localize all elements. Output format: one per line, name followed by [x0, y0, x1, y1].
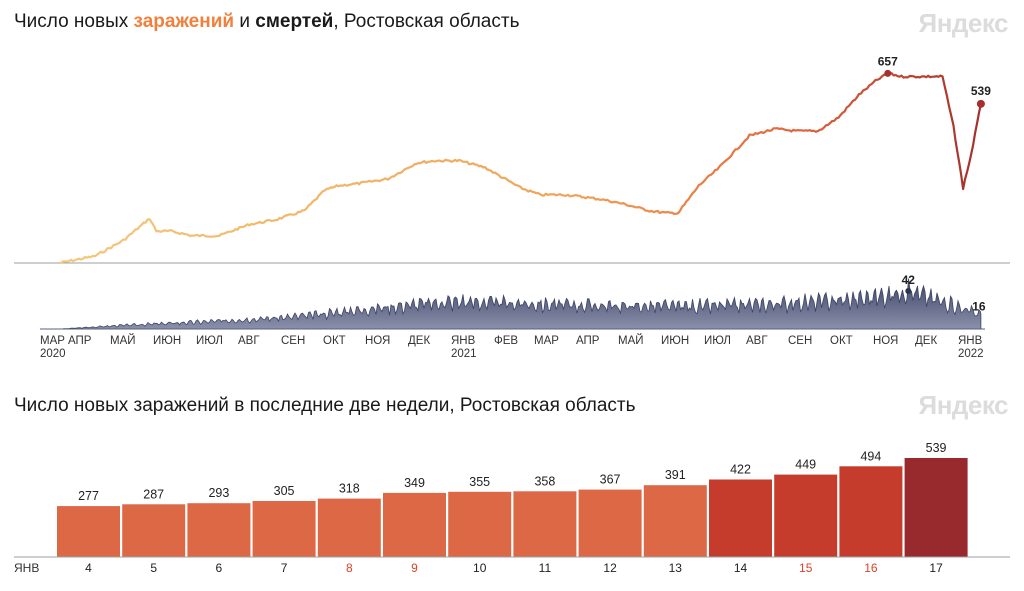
cases-deaths-chart: 657 539 42 16 МАР АПР МАЙ ИЮН ИЮЛ АВГ СЕН ОКТ НО…: [14, 54, 1010, 360]
cases-max-marker: [884, 69, 892, 77]
bar-tick-label: 7: [281, 561, 288, 575]
bar: [187, 503, 251, 557]
bar-value-label: 287: [143, 487, 164, 501]
deaths-area: [40, 278, 982, 330]
bar-x-ticks: 4 5 6 7 8 9 10 11 12 13 14 15 16 17: [85, 561, 943, 575]
bar-tick-label: 6: [216, 561, 223, 575]
bar-tick-label: 13: [669, 561, 683, 575]
x-tick-label: ИЮЛ: [196, 335, 223, 347]
deaths-last-label: 16: [972, 300, 986, 314]
bar-tick-label: 8: [346, 561, 353, 575]
chart1-title-prefix: Число новых: [14, 11, 134, 32]
x-tick-label: МАЙ: [618, 334, 644, 347]
bar: [513, 491, 577, 557]
x-year-label: 2022: [958, 348, 984, 360]
bar-value-label: 358: [534, 474, 555, 488]
bar-tick-label: 5: [150, 561, 157, 575]
deaths-max-label: 42: [902, 273, 916, 287]
bar: [122, 504, 186, 557]
bar-tick-label: 11: [539, 561, 552, 575]
bar: [448, 491, 512, 557]
x-axis-ticks: МАР АПР МАЙ ИЮН ИЮЛ АВГ СЕН ОКТ НОЯ ДЕК ЯНВ ФЕВ МАР А…: [40, 334, 984, 360]
x-tick-label: ДЕК: [915, 335, 937, 347]
bar-value-label: 422: [730, 463, 751, 477]
x-tick-label: АПР: [576, 335, 600, 347]
bar: [709, 479, 772, 557]
x-tick-label: ОКТ: [323, 335, 346, 347]
x-tick-label: МАР: [534, 335, 559, 347]
bar-value-label: 494: [860, 449, 881, 463]
chart1-title: Число новых заражений и смертей, Ростовс…: [14, 11, 519, 33]
x-tick-label: ЯНВ: [958, 335, 983, 347]
bar-tick-label: 15: [799, 561, 813, 575]
bar-value-label: 293: [208, 486, 229, 500]
chart1-title-cases: заражений: [133, 11, 235, 32]
cases-last-marker: [976, 99, 985, 108]
bar-value-label: 355: [469, 475, 490, 489]
x-year-label: 2021: [451, 348, 477, 360]
x-tick-label: ИЮН: [153, 335, 181, 347]
chart1-title-suffix: , Ростовская область: [333, 11, 520, 32]
bar-value-label: 318: [339, 482, 360, 496]
x-tick-label: АПР: [68, 335, 92, 347]
bar-tick-label: 14: [734, 561, 748, 575]
x-tick-label: АВГ: [238, 335, 260, 347]
bar-tick-label: 9: [411, 561, 418, 575]
bar: [252, 501, 316, 557]
bar-value-label: 349: [404, 476, 425, 490]
bar: [578, 489, 642, 557]
x-tick-label: МАЙ: [110, 334, 136, 347]
x-tick-label: СЕН: [788, 335, 812, 347]
bar-value-label: 449: [795, 458, 816, 472]
cases-max-label: 657: [878, 54, 898, 68]
bar-tick-label: 10: [473, 561, 487, 575]
bar: [774, 474, 838, 557]
bar: [904, 458, 968, 557]
x-tick-label: АВГ: [746, 335, 768, 347]
bar-value-label: 367: [600, 473, 621, 487]
yandex-logo: Яндекс: [918, 8, 1009, 38]
x-year-label: 2020: [40, 348, 66, 360]
bar-tick-label: 16: [864, 561, 878, 575]
chart2-title: Число новых заражений в последние две не…: [14, 395, 636, 416]
chart1-title-mid: и: [234, 11, 256, 32]
x-tick-label: ЯНВ: [451, 335, 476, 347]
bar-value-label: 539: [926, 441, 947, 455]
bar-tick-label: 17: [929, 561, 943, 575]
x-tick-label: НОЯ: [873, 335, 898, 347]
bar-value-label: 277: [78, 489, 99, 503]
x-tick-label: ИЮЛ: [704, 335, 731, 347]
x-tick-label: НОЯ: [365, 335, 390, 347]
x-tick-label: ИЮН: [661, 335, 689, 347]
x-tick-label: СЕН: [281, 335, 305, 347]
bar: [643, 485, 707, 557]
x-tick-label: ОКТ: [830, 335, 853, 347]
bar-value-label: 305: [274, 484, 295, 498]
chart1-title-deaths: смертей: [255, 11, 334, 32]
bar: [57, 506, 120, 557]
x-tick-label: МАР: [40, 335, 65, 347]
x-tick-label: ФЕВ: [494, 335, 518, 347]
bar-tick-label: 4: [85, 561, 92, 575]
cases-line: [59, 72, 982, 265]
bar-tick-label: 12: [603, 561, 617, 575]
yandex-logo: Яндекс: [918, 390, 1009, 420]
cases-last-label: 539: [971, 84, 991, 98]
bar-month-label: ЯНВ: [14, 561, 39, 575]
bar: [839, 466, 903, 557]
bars-group: 277 287 293 305 318 349 355 358 367 391 422 449 494 5…: [57, 441, 968, 557]
deaths-max-marker: [905, 288, 912, 294]
bar-value-label: 391: [665, 468, 686, 482]
bar: [383, 492, 446, 557]
bar: [317, 498, 381, 557]
x-tick-label: ДЕК: [408, 335, 430, 347]
